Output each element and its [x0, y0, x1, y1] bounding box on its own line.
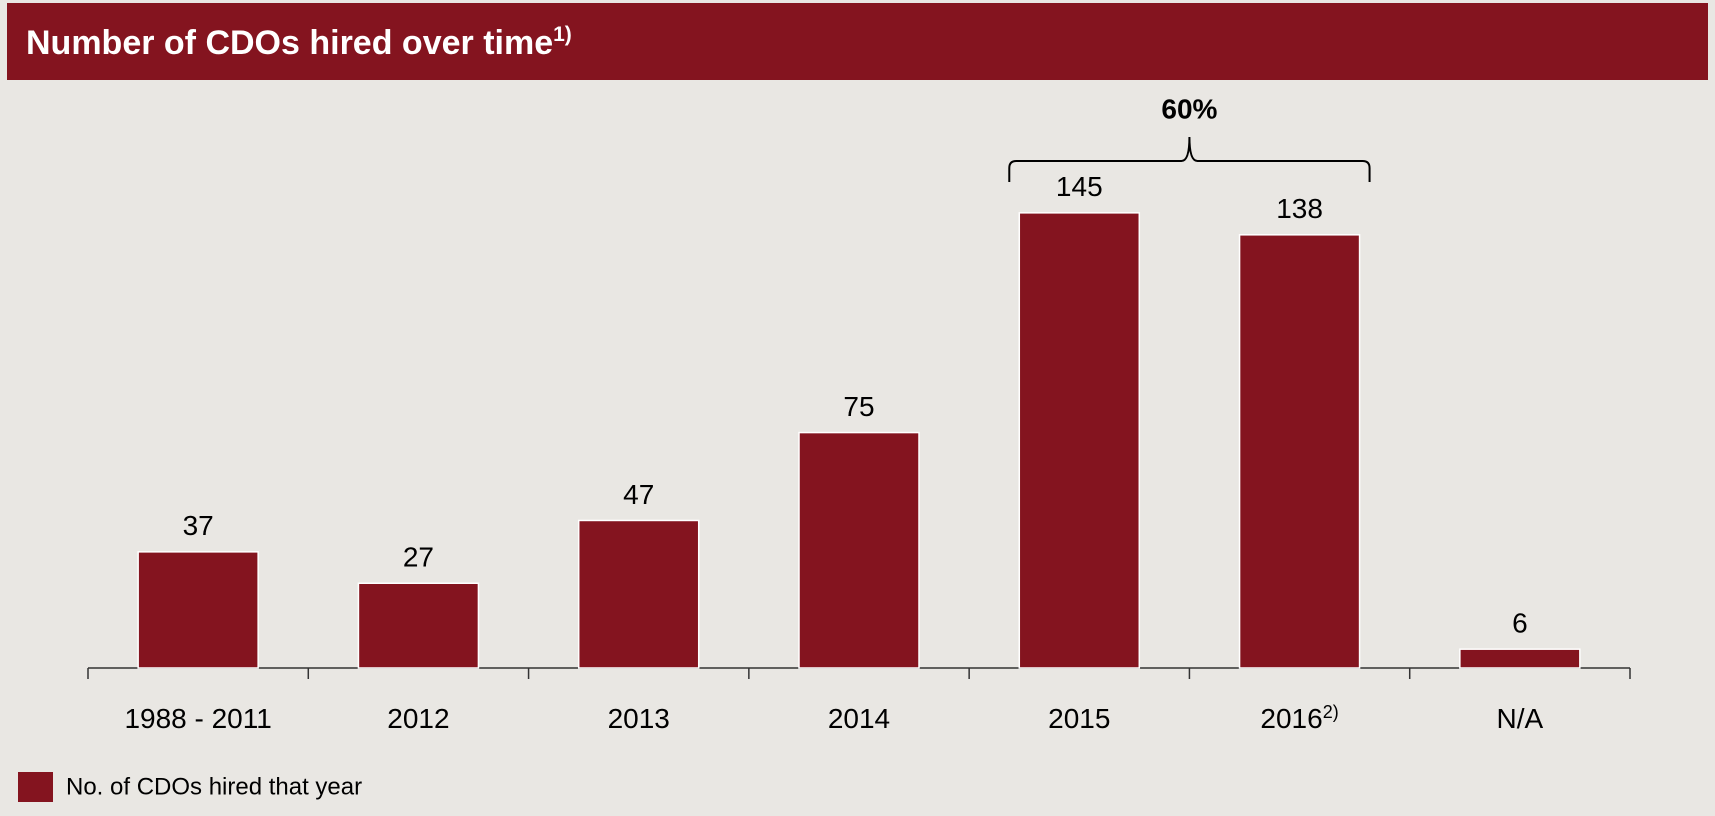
- value-label: 145: [1056, 171, 1103, 202]
- bar: [137, 551, 259, 669]
- annotation: 60%: [1161, 93, 1217, 124]
- x-tick-label: 20162): [1260, 702, 1338, 735]
- x-tick-label: 2015: [1048, 703, 1110, 734]
- value-label: 27: [403, 542, 434, 573]
- bar: [798, 431, 920, 669]
- chart-title: Number of CDOs hired over time1): [26, 23, 572, 62]
- value-label: 47: [623, 479, 654, 510]
- value-label: 37: [183, 510, 214, 541]
- x-tick-label: 1988 - 2011: [124, 703, 271, 734]
- title-text: Number of CDOs hired over time: [26, 24, 553, 62]
- x-tick-label: 2013: [608, 703, 670, 734]
- category-text: 2014: [828, 703, 890, 734]
- bar: [1459, 648, 1581, 669]
- bar: [357, 582, 480, 669]
- value-label: 75: [843, 391, 874, 422]
- category-text: N/A: [1497, 703, 1544, 734]
- category-footnote: 2): [1323, 702, 1339, 722]
- category-text: 2015: [1048, 703, 1110, 734]
- legend-swatch: [18, 772, 53, 802]
- value-label: 6: [1512, 608, 1528, 639]
- value-label: 138: [1276, 193, 1323, 224]
- bar: [1018, 212, 1141, 669]
- title-footnote: 1): [553, 23, 572, 46]
- x-tick-label: 2012: [387, 703, 449, 734]
- bar: [1238, 234, 1361, 669]
- category-text: 2012: [387, 703, 449, 734]
- category-text: 2013: [608, 703, 670, 734]
- bar: [577, 519, 700, 669]
- category-text: 2016: [1260, 703, 1322, 734]
- header-bar: [7, 3, 1708, 80]
- x-tick-label: 2014: [828, 703, 890, 734]
- category-text: 1988 - 2011: [124, 703, 271, 734]
- legend-label: No. of CDOs hired that year: [66, 773, 362, 800]
- x-tick-label: N/A: [1497, 703, 1544, 734]
- bracket: [1008, 136, 1371, 182]
